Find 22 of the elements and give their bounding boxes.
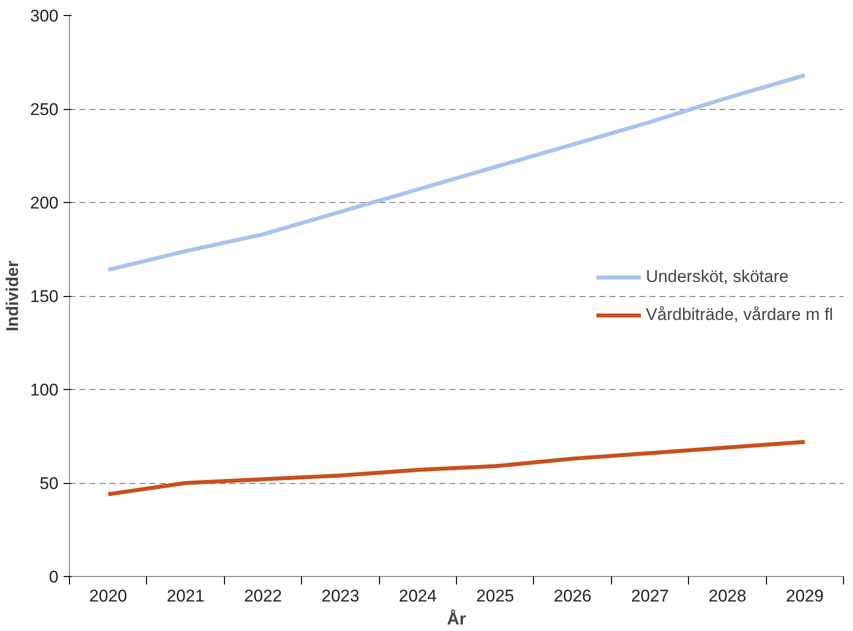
x-tick-label: 2028 <box>708 586 746 606</box>
y-tick-label: 150 <box>30 287 59 306</box>
x-tick-label: 2021 <box>166 586 205 606</box>
legend-label: Undersköt, skötare <box>646 266 789 286</box>
legend-label: Vårdbiträde, vårdare m fl <box>646 304 833 324</box>
x-axis-title: År <box>447 610 466 628</box>
x-tick-label: 2027 <box>631 586 669 606</box>
y-tick-label: 100 <box>30 380 59 400</box>
y-axis-title: Individer <box>3 260 22 332</box>
y-tick-label: 0 <box>49 568 59 586</box>
x-tick-label: 2025 <box>476 586 514 606</box>
x-tick-label: 2022 <box>244 586 282 606</box>
x-tick-label: 2020 <box>89 586 128 606</box>
y-tick-label: 200 <box>30 194 59 212</box>
x-tick-label: 2024 <box>398 586 437 606</box>
x-tick-label: 2029 <box>786 586 824 606</box>
y-tick-label: 300 <box>30 6 59 26</box>
x-tick-label: 2023 <box>321 586 360 606</box>
x-tick-label: 2026 <box>554 586 592 606</box>
y-tick-label: 50 <box>40 474 59 493</box>
line-series <box>106 440 807 496</box>
y-tick-label: 250 <box>30 100 59 119</box>
